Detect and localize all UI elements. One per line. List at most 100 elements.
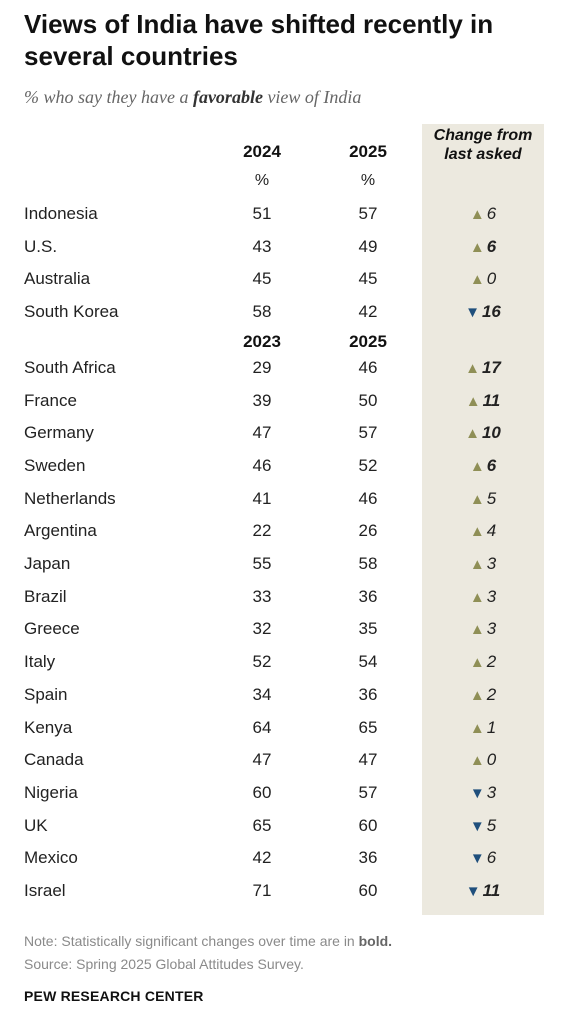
table-row: Germany 47 57 ▲ 10 — [0, 418, 562, 448]
up-triangle-icon: ▲ — [469, 271, 485, 289]
table-row: Brazil 33 36 ▲ 3 — [0, 582, 562, 612]
change-cell: ▲ 0 — [422, 264, 544, 295]
up-triangle-icon: ▲ — [469, 238, 485, 256]
table-row: Spain 34 36 ▲ 2 — [0, 680, 562, 710]
change-cell: ▲ 2 — [422, 680, 544, 711]
table-row: Sweden 46 52 ▲ 6 — [0, 451, 562, 481]
table-row: Canada 47 47 ▲ 0 — [0, 745, 562, 775]
column-header-year: 2025 — [349, 142, 387, 161]
change-column-header: Change from last asked — [433, 127, 533, 163]
up-triangle-icon: ▲ — [469, 654, 485, 672]
value-first-year: 42 — [252, 848, 272, 868]
value-first-year: 71 — [252, 881, 272, 900]
up-triangle-icon: ▲ — [465, 359, 480, 377]
country-name: South Africa — [24, 357, 116, 377]
value-first-year: 60 — [252, 782, 272, 802]
chart-subtitle: % who say they have a favorable view of … — [24, 87, 361, 108]
up-triangle-icon: ▲ — [465, 392, 481, 410]
note-text: Note: Statistically significant changes … — [24, 933, 359, 949]
change-cell: ▼ 11 — [422, 876, 544, 907]
value-2025: 52 — [358, 455, 378, 475]
value-2025: 65 — [358, 717, 378, 737]
country-name: Australia — [24, 269, 91, 289]
change-value: 0 — [486, 750, 497, 770]
value-2025: 26 — [358, 521, 378, 541]
column-unit: % — [254, 172, 270, 189]
change-column-background — [422, 124, 544, 915]
value-2025: 49 — [358, 236, 378, 256]
up-triangle-icon: ▲ — [469, 556, 485, 573]
value-2025: 60 — [358, 881, 378, 900]
change-value: 3 — [486, 586, 497, 606]
change-cell: ▲ 17 — [422, 353, 544, 384]
change-value: 0 — [486, 269, 497, 289]
value-2025: 58 — [358, 554, 378, 573]
change-cell: ▼ 16 — [422, 297, 544, 328]
value-first-year: 64 — [252, 717, 272, 737]
table-row: Greece 32 35 ▲ 3 — [0, 614, 562, 644]
change-cell: ▼ 3 — [422, 778, 544, 809]
country-name: Israel — [24, 881, 66, 900]
change-cell: ▲ 10 — [422, 418, 544, 449]
value-first-year: 65 — [252, 815, 272, 835]
column-header-year: 2025 — [349, 331, 387, 351]
value-2025: 42 — [358, 302, 378, 322]
country-name: France — [24, 390, 77, 410]
change-cell: ▲ 6 — [422, 232, 544, 263]
value-first-year: 39 — [252, 390, 272, 410]
value-2025: 47 — [358, 750, 378, 770]
change-value: 6 — [486, 236, 497, 256]
change-value: 6 — [486, 455, 497, 475]
change-value: 2 — [486, 652, 497, 672]
up-triangle-icon: ▲ — [469, 206, 485, 223]
subtitle-suffix: view of India — [262, 87, 362, 107]
country-name: U.S. — [24, 236, 58, 256]
change-value: 6 — [486, 848, 497, 868]
table-row: UK 65 60 ▼ 5 — [0, 811, 562, 841]
up-triangle-icon: ▲ — [469, 752, 485, 770]
change-value: 16 — [481, 302, 501, 322]
table-row: Nigeria 60 57 ▼ 3 — [0, 778, 562, 808]
value-2025: 57 — [358, 204, 378, 223]
change-value: 2 — [486, 684, 497, 704]
table-row: South Korea 58 42 ▼ 16 — [0, 297, 562, 327]
value-first-year: 41 — [252, 488, 272, 508]
change-cell: ▲ 6 — [422, 199, 544, 230]
change-value: 1 — [486, 717, 497, 737]
value-2025: 46 — [358, 488, 378, 508]
country-name: Greece — [24, 619, 80, 639]
country-name: Nigeria — [24, 782, 78, 802]
value-first-year: 47 — [252, 750, 272, 770]
change-cell: ▲ 5 — [422, 484, 544, 515]
value-2025: 36 — [358, 848, 378, 868]
note: Note: Statistically significant changes … — [24, 931, 392, 952]
country-name: UK — [24, 815, 48, 835]
pew-logo: PEW RESEARCH CENTER — [24, 988, 204, 1004]
down-triangle-icon: ▼ — [469, 850, 485, 868]
change-cell: ▲ 4 — [422, 516, 544, 547]
country-name: Germany — [24, 423, 94, 443]
up-triangle-icon: ▲ — [469, 686, 485, 704]
change-value: 5 — [486, 488, 497, 508]
value-first-year: 34 — [252, 684, 272, 704]
table-row: South Africa 29 46 ▲ 17 — [0, 353, 562, 383]
change-value: 6 — [486, 204, 497, 223]
change-cell: ▲ 3 — [422, 614, 544, 645]
table-row: Netherlands 41 46 ▲ 5 — [0, 484, 562, 514]
table-row: Australia 45 45 ▲ 0 — [0, 264, 562, 294]
value-first-year: 58 — [252, 302, 272, 322]
up-triangle-icon: ▲ — [469, 523, 485, 541]
value-first-year: 29 — [252, 357, 272, 377]
change-value: 3 — [486, 619, 497, 639]
value-first-year: 32 — [252, 619, 272, 639]
country-name: Japan — [24, 554, 71, 573]
table-row: U.S. 43 49 ▲ 6 — [0, 232, 562, 262]
up-triangle-icon: ▲ — [465, 425, 480, 443]
country-name: Brazil — [24, 586, 67, 606]
country-name: Spain — [24, 684, 68, 704]
value-first-year: 33 — [252, 586, 272, 606]
chart-title: Views of India have shifted recently in … — [24, 9, 494, 71]
change-cell: ▲ 6 — [422, 451, 544, 482]
change-cell: ▲ 3 — [422, 549, 544, 580]
table-row: France 39 50 ▲ 11 — [0, 386, 562, 416]
